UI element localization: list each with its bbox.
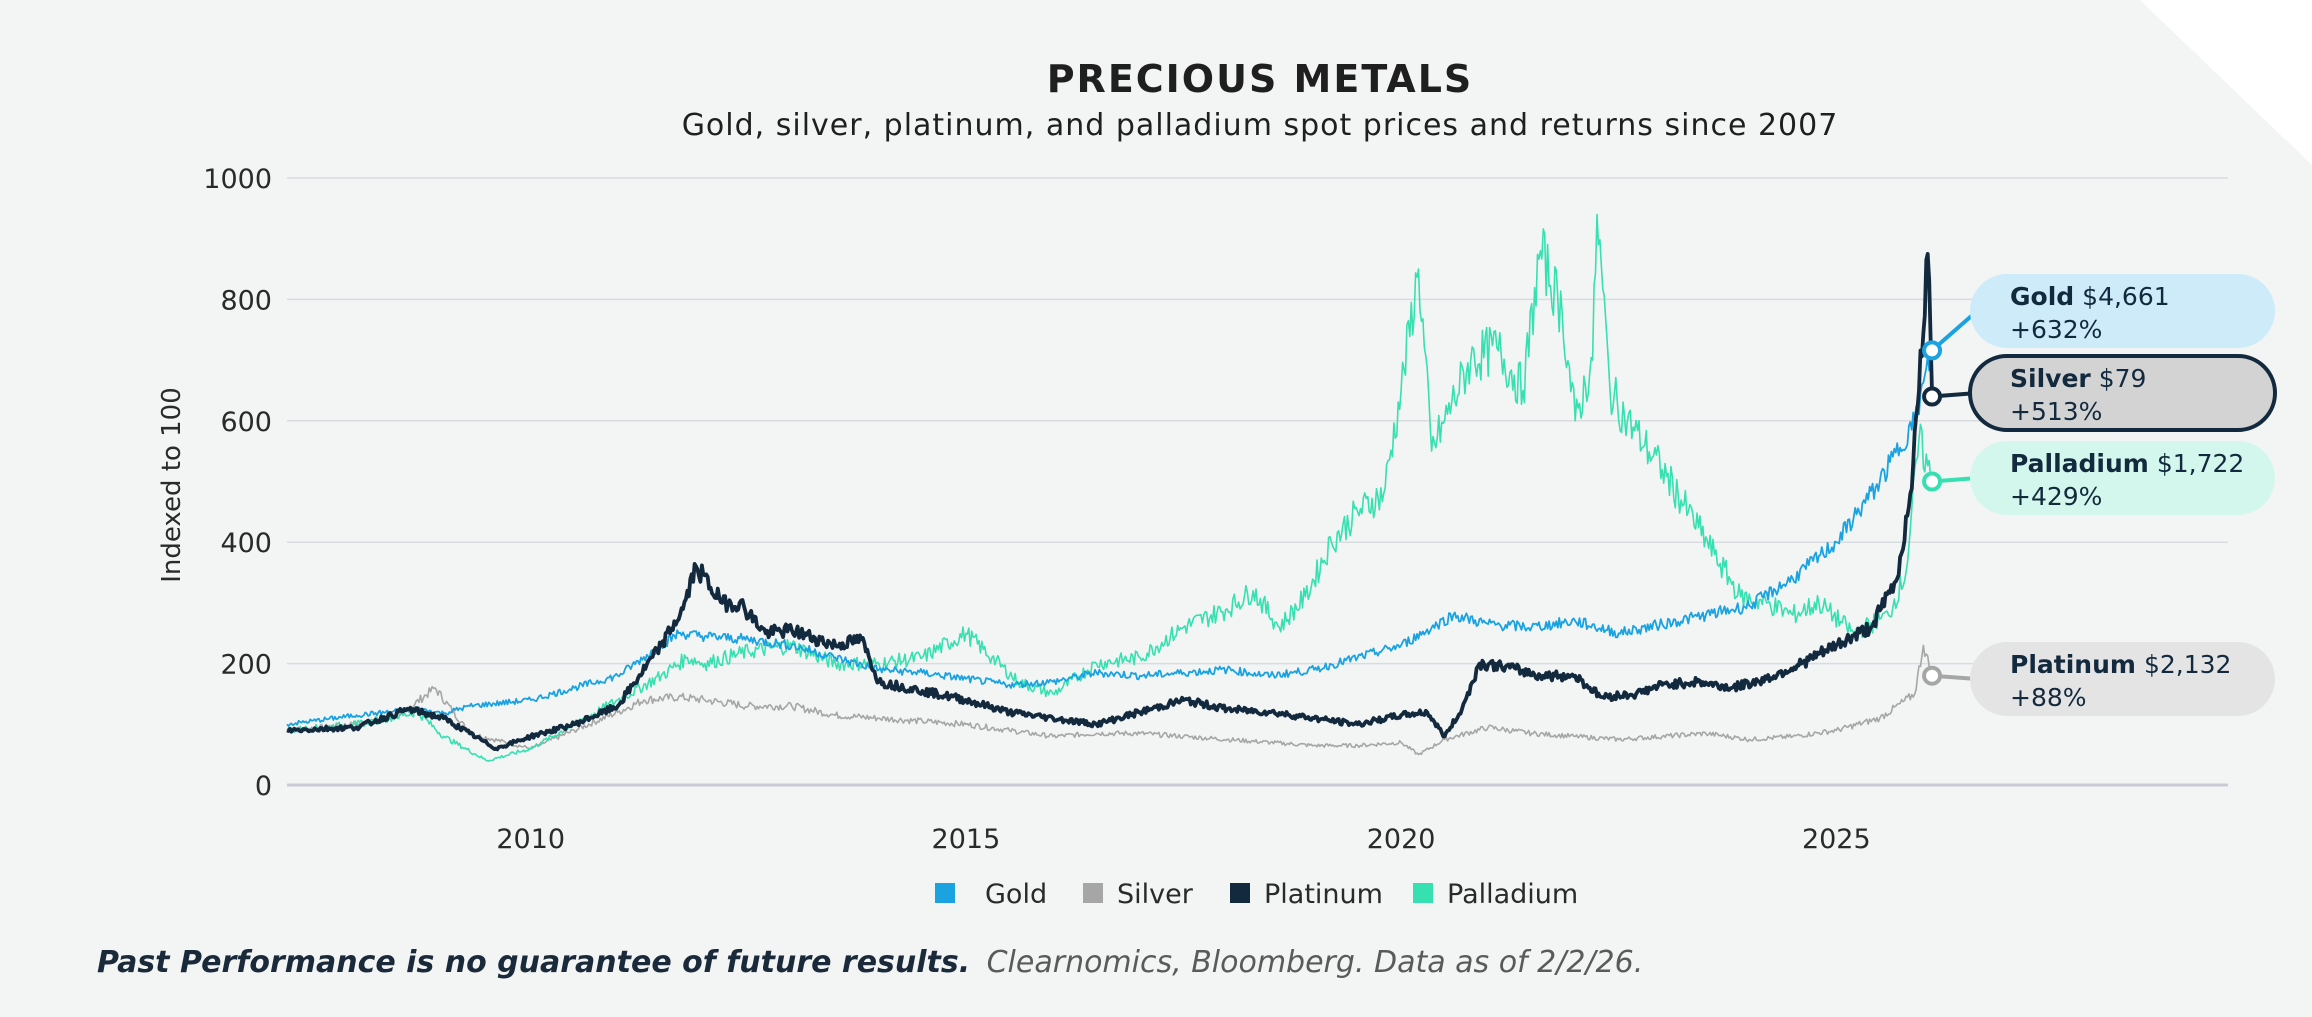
callout-return: +88% xyxy=(2010,683,2087,712)
callout-price: $4,661 xyxy=(2082,282,2169,311)
y-tick-label: 800 xyxy=(220,285,272,316)
legend-label: Gold xyxy=(985,879,1047,910)
end-marker xyxy=(1922,386,1943,407)
end-callouts: Gold $4,661 +632% Silver $79 +513% Palladium $1… xyxy=(1922,274,2277,716)
callout-box xyxy=(1970,441,2275,515)
y-tick-label: 400 xyxy=(220,528,272,559)
x-tick-label: 2020 xyxy=(1367,824,1436,855)
end-marker xyxy=(1922,665,1943,686)
legend-item-gold: Gold xyxy=(935,879,1047,910)
callout-metal-name: Platinum xyxy=(2010,650,2136,679)
callout-price: $79 xyxy=(2099,364,2147,393)
callout-platinum: Platinum $2,132 +88% xyxy=(1922,642,2275,716)
callout-title: Palladium $1,722 xyxy=(2010,449,2244,478)
callout-title: Silver $79 xyxy=(2010,364,2146,393)
platinum-line xyxy=(286,252,1934,752)
y-tick-label: 200 xyxy=(220,650,272,681)
legend-item-palladium: Palladium xyxy=(1413,879,1578,910)
series-lines xyxy=(286,213,1934,762)
footer-note: Past Performance is no guarantee of futu… xyxy=(97,945,1643,980)
y-axis-ticks: 0 200 400 600 800 1000 xyxy=(203,164,272,802)
callout-box xyxy=(1968,354,2277,432)
callout-metal-name: Palladium xyxy=(2010,449,2149,478)
silver-line xyxy=(286,644,1933,756)
x-tick-label: 2015 xyxy=(932,824,1001,855)
y-tick-label: 600 xyxy=(220,407,272,438)
callout-box xyxy=(1970,274,2275,348)
footer-disclaimer: Past Performance is no guarantee of futu… xyxy=(97,945,970,980)
callout-title: Platinum $2,132 xyxy=(2010,650,2231,679)
legend-label: Palladium xyxy=(1447,879,1578,910)
callout-return: +632% xyxy=(2010,315,2102,344)
callout-title: Gold $4,661 xyxy=(2010,282,2170,311)
y-tick-label: 0 xyxy=(255,771,272,802)
end-marker xyxy=(1922,471,1943,492)
gridlines xyxy=(287,177,2228,787)
legend-label: Platinum xyxy=(1264,879,1383,910)
legend-label: Silver xyxy=(1117,879,1194,910)
y-tick-label: 1000 xyxy=(203,164,272,195)
callout-price: $2,132 xyxy=(2144,650,2231,679)
legend-item-platinum: Platinum xyxy=(1230,879,1383,910)
end-marker xyxy=(1922,340,1943,361)
palladium-line xyxy=(286,213,1933,762)
callout-gold: Gold $4,661 +632% xyxy=(1922,274,2275,361)
footer-source: Clearnomics, Bloomberg. Data as of 2/2/2… xyxy=(987,945,1644,980)
callout-palladium: Palladium $1,722 +429% xyxy=(1922,441,2275,515)
callout-return: +513% xyxy=(2010,397,2102,426)
x-tick-label: 2025 xyxy=(1802,824,1871,855)
x-tick-label: 2010 xyxy=(496,824,565,855)
legend-swatch xyxy=(1413,883,1433,903)
callout-silver: Silver $79 +513% xyxy=(1922,354,2277,432)
chart-title: PRECIOUS METALS xyxy=(1047,57,1474,101)
chart-subtitle: Gold, silver, platinum, and palladium sp… xyxy=(682,108,1839,143)
x-axis-ticks: 2010 2015 2020 2025 xyxy=(496,824,1870,855)
callout-metal-name: Silver xyxy=(2010,364,2091,393)
legend-item-silver: Silver xyxy=(1083,879,1194,910)
legend-swatch xyxy=(1083,883,1103,903)
legend-swatch xyxy=(1230,883,1250,903)
callout-metal-name: Gold xyxy=(2010,282,2074,311)
legend: Gold Silver Platinum Palladium xyxy=(935,879,1578,910)
callout-box xyxy=(1970,642,2275,716)
y-axis-label: Indexed to 100 xyxy=(157,387,187,583)
callout-return: +429% xyxy=(2010,482,2102,511)
legend-swatch xyxy=(935,883,955,903)
callout-price: $1,722 xyxy=(2157,449,2244,478)
gold-line xyxy=(286,349,1933,727)
